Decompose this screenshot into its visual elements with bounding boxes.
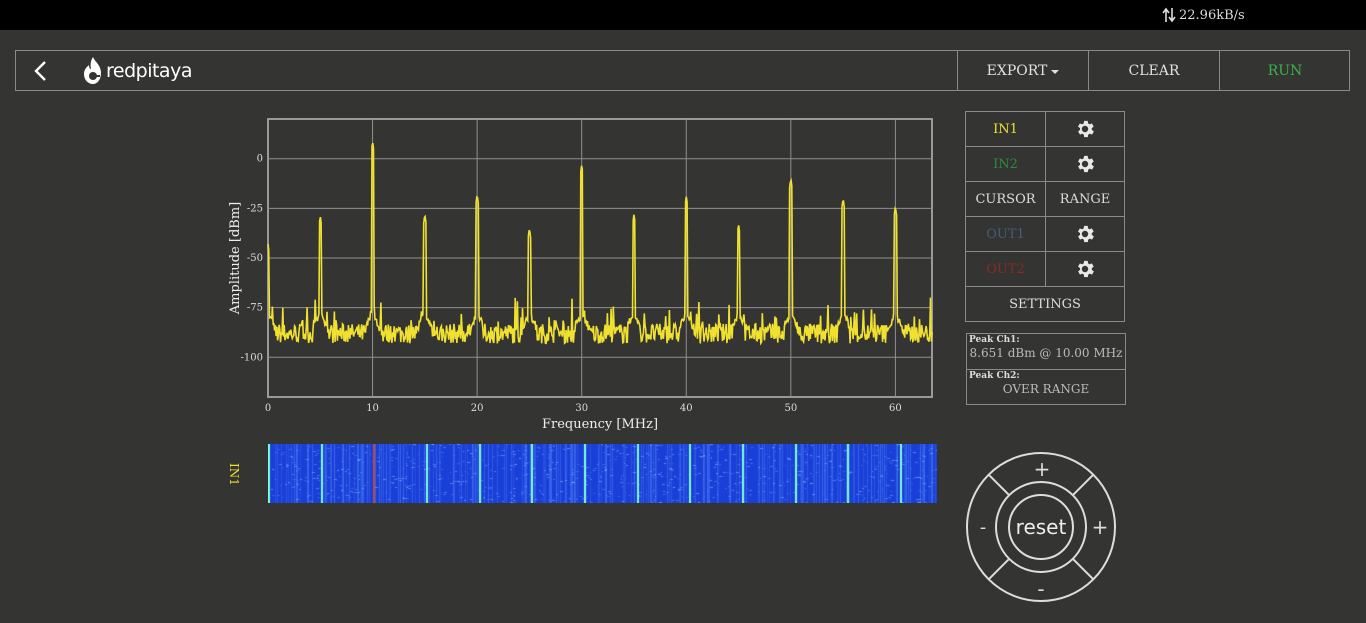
settings-label: SETTINGS: [1009, 296, 1081, 312]
out1-button[interactable]: OUT1: [965, 216, 1046, 252]
transfer-arrows-icon: [1162, 7, 1176, 23]
x-tick-label: 30: [575, 403, 588, 414]
x-tick-label: 50: [784, 403, 797, 414]
peak-ch2-value: OVER RANGE: [1002, 382, 1090, 396]
run-button[interactable]: RUN: [1219, 51, 1350, 90]
waterfall-display[interactable]: [268, 444, 937, 503]
cursor-label: CURSOR: [975, 191, 1036, 207]
gear-icon: [1078, 120, 1094, 138]
y-tick-label: -100: [241, 352, 263, 363]
y-tick-label: -75: [247, 303, 263, 314]
gear-icon: [1078, 225, 1094, 243]
app-header: redpitaya EXPORT CLEAR RUN: [15, 50, 1350, 91]
in2-button[interactable]: IN2: [965, 146, 1046, 182]
out2-settings-button[interactable]: [1045, 251, 1125, 287]
range-button[interactable]: RANGE: [1045, 181, 1125, 217]
zoom-left-label: -: [980, 517, 987, 538]
channel-panel: IN1 IN2 CURSOR RANGE OUT1 OUT2 SETTINGS: [965, 111, 1126, 322]
x-axis-label: Frequency [MHz]: [542, 417, 658, 432]
out1-label: OUT1: [986, 226, 1025, 242]
status-bar: 22.96kB/s: [0, 0, 1366, 30]
x-tick-label: 60: [889, 403, 902, 414]
in1-trace: [267, 142, 933, 346]
peak-ch1-value: 8.651 dBm @ 10.00 MHz: [969, 346, 1123, 360]
run-label: RUN: [1267, 62, 1303, 79]
gear-icon: [1078, 155, 1094, 173]
peak-ch1-label: Peak Ch1:: [969, 335, 1020, 345]
zoom-up-label: +: [1034, 457, 1051, 481]
clear-label: CLEAR: [1128, 62, 1180, 79]
reset-label: reset: [1016, 515, 1067, 539]
y-tick-label: -25: [247, 203, 263, 214]
in2-label: IN2: [993, 156, 1018, 172]
x-tick-label: 20: [471, 403, 484, 414]
logo-text: redpitaya: [106, 60, 192, 82]
zoom-right-label: +: [1092, 515, 1109, 539]
out1-settings-button[interactable]: [1045, 216, 1125, 252]
waterfall-channel-label: IN1: [227, 463, 241, 486]
out2-label: OUT2: [986, 261, 1025, 277]
peak-readout: Peak Ch1: 8.651 dBm @ 10.00 MHz Peak Ch2…: [966, 333, 1126, 405]
x-tick-label: 10: [366, 403, 379, 414]
clear-button[interactable]: CLEAR: [1088, 51, 1219, 90]
transfer-rate: 22.96kB/s: [1162, 7, 1245, 23]
in1-button[interactable]: IN1: [965, 111, 1046, 147]
redpitaya-logo: redpitaya: [82, 56, 192, 86]
peak-ch1: Peak Ch1: 8.651 dBm @ 10.00 MHz: [967, 334, 1125, 369]
flame-logo-icon: [84, 57, 101, 84]
peak-ch2-label: Peak Ch2:: [969, 371, 1020, 381]
y-axis-label: Amplitude [dBm]: [228, 202, 243, 315]
y-tick-label: -50: [247, 253, 263, 264]
transfer-rate-text: 22.96kB/s: [1179, 7, 1245, 23]
spectrum-chart[interactable]: 0 10 20 30 40 50 60 0 -25 -50 -75 -100 Frequency [MH…: [0, 0, 960, 440]
zoom-pad: + - - + reset: [966, 452, 1116, 602]
gear-icon: [1078, 260, 1094, 278]
in2-settings-button[interactable]: [1045, 146, 1125, 182]
out2-button[interactable]: OUT2: [965, 251, 1046, 287]
zoom-down-label: -: [1037, 577, 1044, 601]
in1-settings-button[interactable]: [1045, 111, 1125, 147]
export-label: EXPORT: [986, 62, 1048, 79]
settings-button[interactable]: SETTINGS: [965, 286, 1125, 322]
back-arrow-icon[interactable]: [28, 57, 54, 85]
peak-ch2: Peak Ch2: OVER RANGE: [967, 369, 1125, 404]
x-tick-label: 40: [680, 403, 693, 414]
export-button[interactable]: EXPORT: [957, 51, 1088, 90]
cursor-button[interactable]: CURSOR: [965, 181, 1046, 217]
y-tick-label: 0: [257, 154, 263, 165]
chevron-down-icon: [1051, 69, 1060, 74]
reset-button[interactable]: [1008, 494, 1074, 560]
in1-label: IN1: [993, 121, 1018, 137]
x-tick-label: 0: [265, 403, 271, 414]
range-label: RANGE: [1059, 191, 1111, 207]
